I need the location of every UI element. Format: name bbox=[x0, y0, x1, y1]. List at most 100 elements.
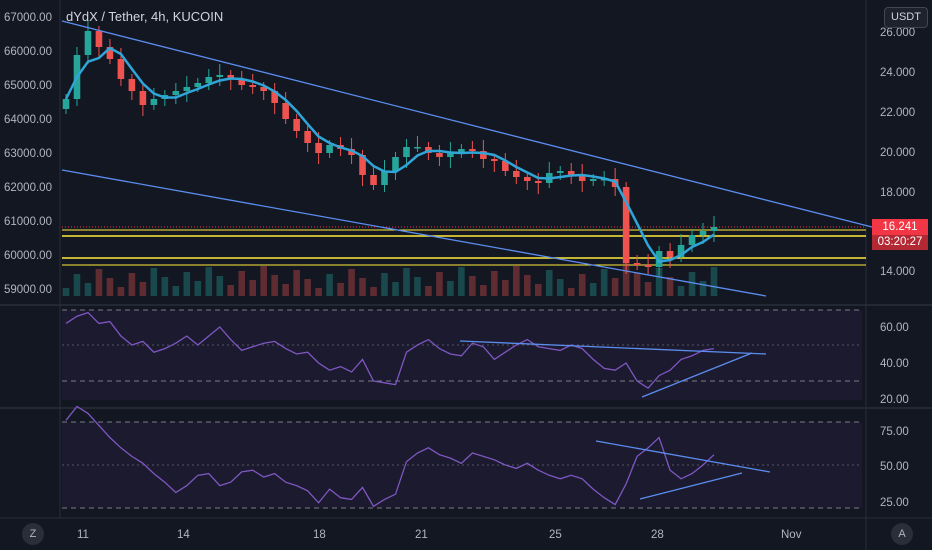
volume-bar bbox=[414, 277, 421, 296]
left-axis-label: 67000.00 bbox=[4, 12, 52, 24]
volume-bar bbox=[315, 288, 322, 296]
left-axis-label: 59000.00 bbox=[4, 284, 52, 296]
candle-body bbox=[633, 263, 641, 265]
volume-bar bbox=[534, 284, 542, 296]
candle-body bbox=[106, 47, 114, 59]
time-axis-label: 25 bbox=[549, 529, 562, 541]
candle-body bbox=[688, 235, 696, 245]
volume-bar bbox=[578, 274, 586, 296]
candle-body bbox=[578, 175, 586, 181]
candle-body bbox=[523, 177, 531, 181]
candle-body bbox=[260, 87, 267, 91]
volume-bar bbox=[359, 278, 366, 296]
left-axis-label: 63000.00 bbox=[4, 148, 52, 160]
candle-body bbox=[84, 31, 92, 55]
volume-bar bbox=[644, 282, 652, 296]
volume-bar bbox=[348, 269, 355, 296]
rsi2-support-trendline[interactable] bbox=[639, 472, 743, 500]
time-axis-label: 11 bbox=[77, 529, 89, 541]
candle-body bbox=[139, 91, 147, 105]
time-axis-label: 28 bbox=[651, 529, 664, 541]
volume-bar bbox=[589, 283, 597, 296]
volume-bar bbox=[502, 280, 509, 296]
candle-body bbox=[205, 77, 213, 83]
volume-bar bbox=[458, 267, 465, 296]
left-price-axis[interactable]: 67000.00 66000.00 65000.00 64000.00 6300… bbox=[4, 12, 52, 296]
candle-body bbox=[699, 231, 707, 235]
candle-body bbox=[128, 79, 136, 91]
candle-body bbox=[458, 149, 465, 153]
candle-body bbox=[447, 153, 454, 157]
left-axis-label: 66000.00 bbox=[4, 46, 52, 58]
volume-bar bbox=[172, 286, 180, 296]
upper-trendline[interactable] bbox=[61, 20, 873, 228]
volume-bar bbox=[523, 275, 531, 296]
volume-bar bbox=[425, 286, 432, 296]
rsi2-axis-label: 25.00 bbox=[880, 497, 909, 509]
auto-scale-button[interactable]: A bbox=[891, 523, 913, 545]
candle-body bbox=[644, 265, 652, 267]
candle-body bbox=[304, 131, 311, 143]
candle-body bbox=[403, 147, 410, 157]
candle-body bbox=[117, 59, 125, 79]
candle-body bbox=[315, 143, 322, 153]
rsi-2-line bbox=[65, 405, 715, 508]
candle-body bbox=[469, 149, 476, 151]
volume-bar bbox=[271, 275, 278, 296]
rsi1-resistance-trendline[interactable] bbox=[459, 340, 767, 355]
time-axis[interactable]: 11 14 18 21 25 28 Nov bbox=[77, 529, 802, 541]
volume-bar bbox=[600, 269, 608, 296]
right-axis-label: 20.000 bbox=[880, 147, 915, 159]
volume-bar bbox=[611, 278, 619, 296]
zoom-reset-button[interactable]: Z bbox=[22, 523, 44, 545]
candle-body bbox=[359, 155, 366, 175]
right-axis-label: 18.000 bbox=[880, 187, 915, 199]
rsi1-support-trendline[interactable] bbox=[641, 352, 753, 398]
candle-body bbox=[480, 151, 487, 159]
volume-bar bbox=[106, 278, 114, 296]
volume-bar bbox=[545, 270, 553, 296]
candle-body bbox=[414, 147, 421, 149]
candle-body bbox=[227, 75, 235, 79]
candle-body bbox=[271, 91, 278, 103]
volume-bar bbox=[238, 271, 246, 296]
volume-bar bbox=[677, 286, 685, 296]
candle-body bbox=[513, 171, 520, 177]
rsi2-resistance-trendline[interactable] bbox=[595, 440, 771, 473]
candle-body bbox=[556, 171, 564, 173]
lower-trendline[interactable] bbox=[61, 169, 767, 297]
candle-body bbox=[348, 149, 355, 155]
volume-bar bbox=[183, 272, 191, 296]
volume-bar bbox=[95, 269, 103, 296]
symbol-title[interactable]: dYdX / Tether, 4h, KUCOIN bbox=[66, 9, 224, 24]
currency-button[interactable]: USDT bbox=[884, 7, 928, 28]
volume-bars bbox=[62, 257, 718, 296]
volume-bar bbox=[205, 267, 213, 296]
rsi2-axis-label: 50.00 bbox=[880, 461, 909, 473]
moving-average-line bbox=[64, 46, 715, 263]
left-axis-label: 61000.00 bbox=[4, 216, 52, 228]
candle-body bbox=[502, 161, 509, 171]
candle-body bbox=[710, 227, 718, 231]
volume-bar bbox=[216, 276, 224, 296]
time-axis-label: 14 bbox=[177, 529, 190, 541]
candle-body bbox=[150, 99, 158, 105]
volume-bar bbox=[73, 274, 81, 296]
bar-countdown: 03:20:27 bbox=[872, 235, 928, 250]
volume-bar bbox=[293, 270, 300, 296]
time-axis-label: 21 bbox=[415, 529, 428, 541]
volume-bar bbox=[282, 284, 289, 296]
volume-bar bbox=[403, 268, 410, 296]
volume-bar bbox=[194, 281, 202, 296]
right-price-axis[interactable]: 26.000 24.000 22.000 20.000 18.000 14.00… bbox=[880, 27, 915, 509]
candle-body bbox=[216, 75, 224, 77]
volume-bar bbox=[139, 282, 147, 296]
volume-bar bbox=[710, 267, 718, 296]
candle-body bbox=[95, 31, 103, 47]
volume-bar bbox=[260, 266, 267, 296]
volume-bar bbox=[128, 273, 136, 296]
volume-bar bbox=[392, 282, 399, 296]
volume-bar bbox=[436, 272, 443, 296]
volume-bar bbox=[326, 274, 333, 296]
